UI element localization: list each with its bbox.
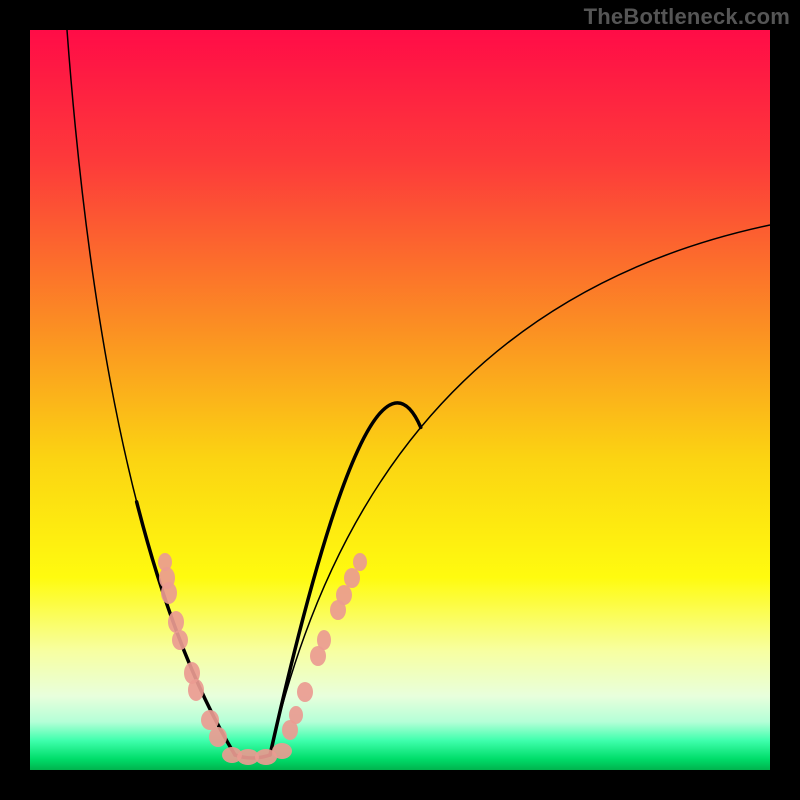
marker-point <box>289 706 303 724</box>
marker-point <box>188 679 204 701</box>
bottleneck-chart <box>0 0 800 800</box>
watermark-text: TheBottleneck.com <box>584 4 790 30</box>
marker-point <box>336 585 352 605</box>
gradient-background <box>30 30 770 770</box>
marker-point <box>344 568 360 588</box>
marker-point <box>209 727 227 747</box>
marker-point <box>168 611 184 633</box>
marker-point <box>272 743 292 759</box>
marker-point <box>172 630 188 650</box>
marker-point <box>161 582 177 604</box>
marker-point <box>317 630 331 650</box>
marker-point <box>201 710 219 730</box>
marker-point <box>353 553 367 571</box>
chart-container: { "watermark": { "text": "TheBottleneck.… <box>0 0 800 800</box>
marker-point <box>297 682 313 702</box>
